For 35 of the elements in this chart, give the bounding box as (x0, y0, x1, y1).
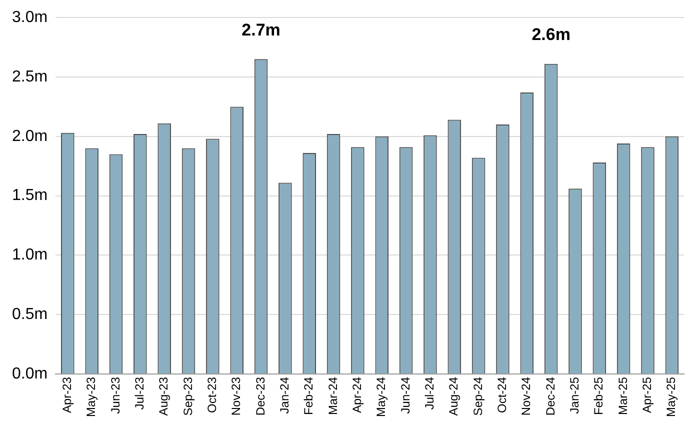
x-tick-label: May-23 (84, 376, 98, 417)
x-tick-label: Jun-24 (398, 376, 412, 414)
y-tick-label: 1.5m (12, 187, 48, 204)
x-tick-label: Mar-24 (326, 376, 340, 415)
x-tick-label: Jan-25 (568, 376, 582, 414)
x-tick-label: Sep-23 (180, 376, 195, 416)
x-tick-label: May-24 (374, 376, 388, 417)
data-label: 2.6m (532, 25, 570, 44)
x-tick-label: Apr-24 (350, 376, 364, 414)
x-tick-label: Dec-23 (253, 376, 268, 416)
x-tick-label: Feb-24 (302, 376, 316, 416)
data-label: 2.7m (242, 20, 280, 40)
y-tick-label: 1.0m (12, 246, 48, 264)
x-tick-label: Aug-24 (446, 376, 461, 416)
x-tick-label: Nov-23 (229, 376, 244, 416)
y-tick-label: 3.0m (12, 9, 48, 26)
x-tick-label: Jul-23 (132, 376, 146, 410)
y-tick-label: 0.5m (12, 306, 48, 323)
x-tick-label: Oct-24 (495, 376, 510, 413)
x-tick-label: Oct-23 (204, 376, 219, 413)
x-tick-label: Apr-23 (60, 376, 74, 414)
x-tick-label: May-25 (664, 376, 678, 417)
y-tick-label: 2.5m (12, 68, 48, 86)
x-tick-label: Feb-25 (592, 376, 606, 416)
x-tick-label: Jun-23 (108, 376, 122, 414)
y-tick-label: 2.0m (12, 128, 48, 145)
x-tick-label: Aug-23 (156, 376, 171, 416)
x-tick-label: Mar-25 (616, 376, 630, 415)
y-tick-label: 0.0m (12, 365, 48, 382)
x-tick-label: Sep-24 (470, 376, 485, 416)
x-tick-label: Dec-24 (543, 376, 558, 416)
x-tick-label: Jul-24 (422, 376, 437, 410)
x-tick-label: Jan-24 (278, 376, 292, 414)
x-tick-label: Apr-25 (640, 376, 654, 414)
x-tick-label: Nov-24 (519, 376, 534, 416)
